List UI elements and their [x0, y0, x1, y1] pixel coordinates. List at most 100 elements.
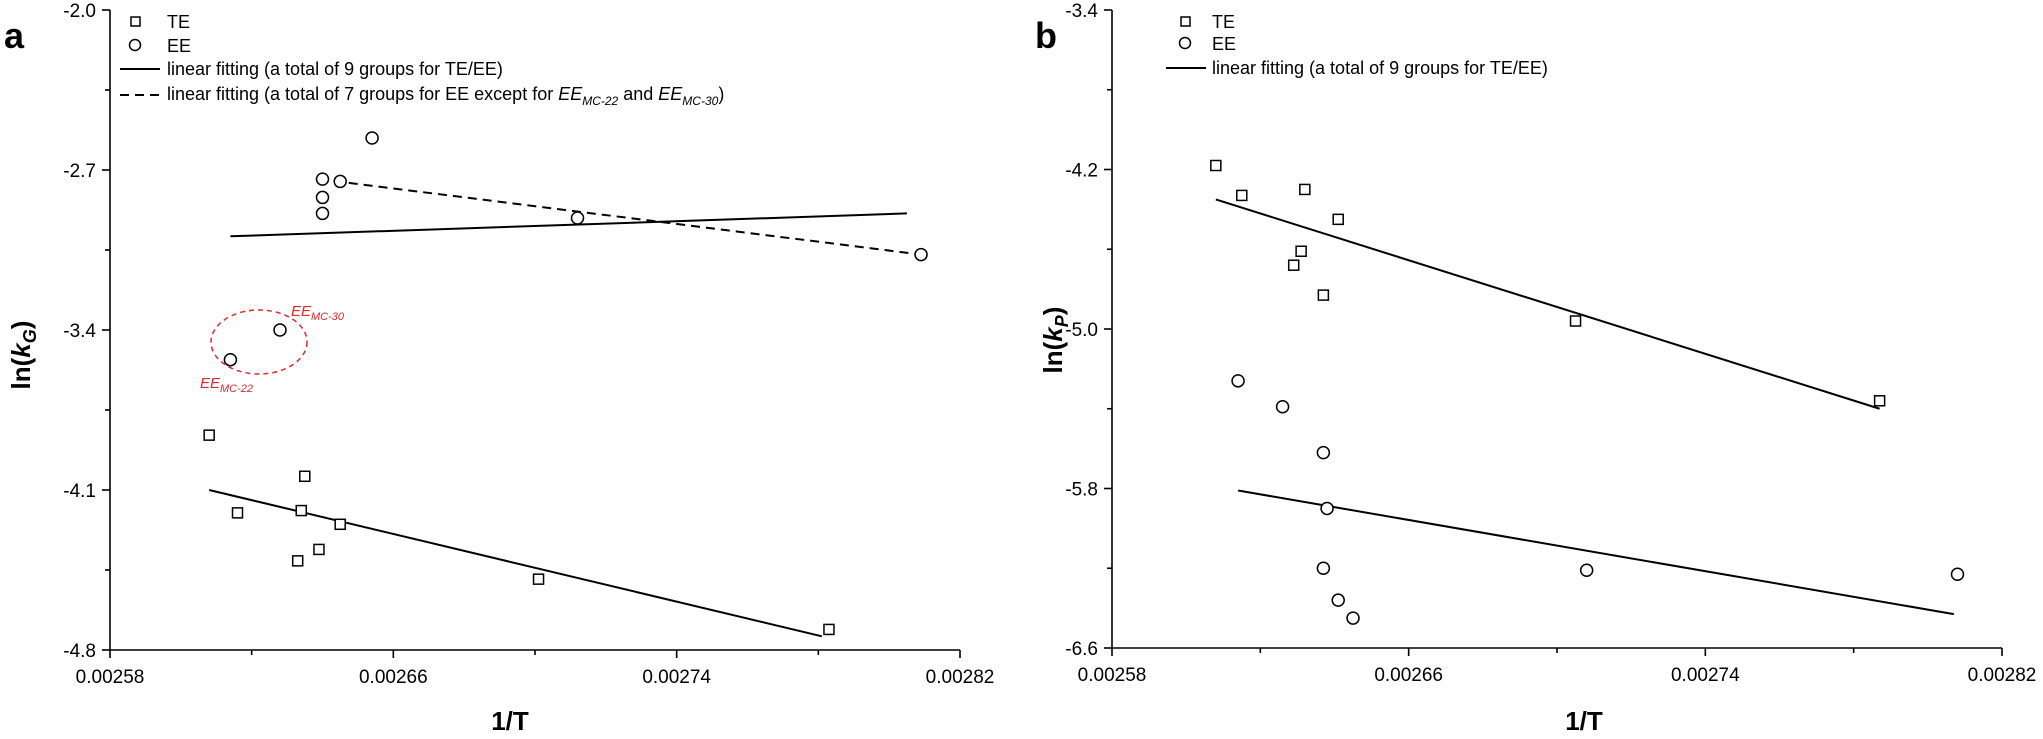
point-te — [823, 623, 835, 636]
point-ee — [1331, 593, 1345, 607]
point-te — [1332, 213, 1344, 226]
legend-fit-ee-post: ) — [718, 84, 724, 104]
panel-label: b — [1035, 15, 1057, 56]
y-axis-title-main: ln( — [6, 357, 36, 389]
legend-fit-ee-ee1: EE — [558, 84, 583, 104]
svg-text:ln(kP): ln(kP) — [1038, 307, 1072, 374]
legend: TE EE linear fitting (a total of 9 group… — [1166, 12, 1548, 78]
y-tick-label: -3.4 — [1065, 1, 1098, 22]
x-axis-title: 1/T — [1565, 706, 1603, 736]
tick-layer: 0.00258 0.00266 0.00274 0.00282 -2.0 -2.7 -3.4… — [63, 1, 994, 688]
tick-layer: 0.00258 0.00266 0.00274 0.00282 -3.4 -4.2 -5.0… — [1065, 1, 2036, 686]
point-te — [1295, 245, 1307, 257]
point-ee — [315, 172, 330, 186]
legend-fit-ee-ee2-sub: MC-30 — [682, 94, 718, 108]
x-tick-label: 0.00282 — [926, 667, 995, 688]
fit-line-dashed — [318, 178, 922, 256]
point-ee — [365, 131, 379, 145]
panel-b-chart: b ln(kP) 1/T 0.00258 0.00266 0.00274 0.0028… — [1035, 1, 2036, 736]
legend-square-marker — [1180, 16, 1191, 27]
y-tick-label: -2.0 — [63, 1, 96, 22]
fit-line-solid — [208, 489, 823, 638]
y-tick-label: -4.2 — [1065, 161, 1098, 182]
point-ee — [1320, 501, 1334, 516]
y-axis-title-sub: P — [1052, 314, 1072, 327]
legend-circle-marker — [1178, 36, 1192, 50]
fit-layer — [1215, 198, 1954, 616]
y-tick-label: -2.7 — [63, 161, 96, 182]
annotation-ee-mc22: EEMC-22 — [200, 375, 253, 395]
y-tick-label: -4.8 — [63, 641, 96, 662]
point-te — [1287, 259, 1300, 271]
point-ee — [1316, 445, 1331, 460]
y-axis-title-var: k — [6, 342, 36, 358]
point-te — [1236, 189, 1248, 202]
x-tick-label: 0.00274 — [642, 667, 711, 688]
point-ee — [1950, 567, 1965, 581]
fit-line-solid — [230, 212, 907, 238]
y-axis-title-var: k — [1038, 326, 1068, 342]
y-tick-label: -4.1 — [63, 481, 96, 502]
legend-label-te: TE — [167, 12, 190, 32]
point-ee — [333, 174, 347, 189]
point-te — [1569, 315, 1582, 327]
annotation-ee-mc30: EEMC-30 — [291, 303, 345, 323]
point-te — [532, 573, 545, 585]
svg-text:ln(kG): ln(kG) — [6, 321, 40, 390]
y-tick-label: -5.0 — [1065, 320, 1098, 341]
legend-label-ee: EE — [1212, 34, 1236, 54]
x-tick-label: 0.00266 — [1374, 665, 1443, 686]
mark-layer — [203, 131, 928, 636]
y-tick-label: -3.4 — [63, 321, 96, 342]
point-te — [1873, 395, 1886, 407]
y-axis-title-close: ) — [1038, 307, 1068, 316]
x-axis-title: 1/T — [491, 706, 529, 736]
legend: TE EE linear fitting (a total of 9 group… — [120, 12, 724, 108]
panel-label: a — [4, 15, 25, 56]
point-ee — [1231, 374, 1245, 388]
point-ee — [273, 323, 287, 337]
point-ee — [315, 190, 330, 205]
fit-line-solid — [1237, 489, 1954, 616]
y-axis-title: ln(kP) — [1038, 307, 1072, 374]
point-te — [295, 504, 307, 517]
legend-fit-ee-ee1-sub: MC-22 — [582, 94, 618, 108]
point-ee — [223, 352, 238, 367]
panel-a-chart: a ln(kG) 1/T 0.00258 0.00266 0.00274 0.0028… — [4, 1, 994, 736]
legend-circle-marker — [128, 38, 142, 52]
point-te — [313, 543, 325, 556]
y-axis-title: ln(kG) — [6, 321, 40, 390]
point-ee — [1579, 563, 1594, 577]
point-te — [299, 470, 311, 483]
point-ee — [315, 206, 330, 221]
point-te — [1210, 159, 1222, 172]
fit-layer — [208, 178, 922, 638]
legend-label-fit-ee: linear fitting (a total of 7 groups for … — [167, 84, 724, 108]
point-ee — [1275, 400, 1290, 414]
x-tick-label: 0.00258 — [1078, 665, 1147, 686]
legend-label-te: TE — [1212, 12, 1235, 32]
legend-label-fit-all: linear fitting (a total of 9 groups for … — [1212, 58, 1548, 78]
mark-layer — [1210, 159, 1965, 625]
y-axis-title-close: ) — [6, 321, 36, 330]
point-te — [203, 429, 215, 441]
point-te — [291, 555, 304, 567]
y-axis-title-sub: G — [20, 329, 40, 343]
legend-label-fit-all: linear fitting (a total of 9 groups for … — [167, 59, 503, 79]
point-te — [231, 507, 244, 519]
point-te — [1299, 183, 1311, 196]
fit-line-solid — [1215, 198, 1880, 410]
y-axis-title-main: ln( — [1038, 341, 1068, 373]
point-ee — [1316, 561, 1331, 575]
outlier-ellipse — [210, 309, 308, 375]
legend-square-marker — [130, 16, 141, 27]
point-ee — [914, 247, 928, 262]
point-ee — [1346, 611, 1360, 625]
point-ee — [570, 211, 585, 225]
point-te — [334, 518, 346, 531]
y-tick-label: -6.6 — [1065, 639, 1098, 660]
x-tick-label: 0.00258 — [76, 667, 145, 688]
x-tick-label: 0.00266 — [359, 667, 428, 688]
legend-fit-ee-pre: linear fitting (a total of 7 groups for … — [167, 84, 558, 104]
